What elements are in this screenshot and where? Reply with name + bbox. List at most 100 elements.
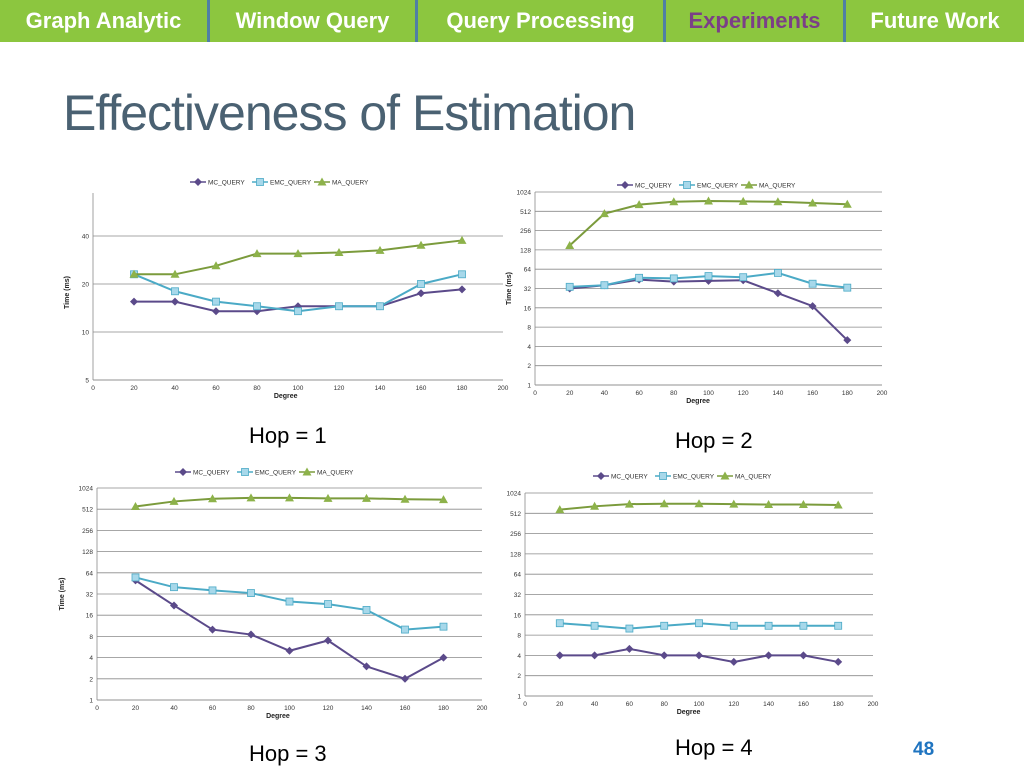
legend-label: MC_QUERY	[193, 470, 230, 477]
legend-label: EMC_QUERY	[697, 183, 739, 190]
y-tick-label: 1	[517, 694, 521, 701]
legend-label: MC_QUERY	[208, 180, 245, 187]
data-point	[439, 622, 448, 631]
legend-marker	[194, 178, 202, 186]
tab-query-processing[interactable]: Query Processing	[418, 0, 666, 42]
y-tick-label: 2	[527, 363, 531, 370]
y-tick-label: 8	[517, 633, 521, 640]
data-point	[131, 501, 140, 510]
x-tick-label: 180	[457, 385, 468, 392]
data-point	[729, 621, 738, 630]
x-tick-label: 200	[498, 385, 509, 392]
legend-marker	[597, 472, 605, 480]
data-point	[208, 625, 217, 634]
data-point	[843, 336, 852, 345]
data-point	[808, 279, 817, 288]
data-point	[324, 636, 332, 645]
data-point	[834, 657, 843, 666]
data-point	[293, 249, 303, 258]
x-tick-label: 120	[728, 701, 739, 708]
data-point	[439, 653, 448, 662]
tab-future-work[interactable]: Future Work	[870, 8, 1000, 33]
x-tick-label: 0	[533, 390, 537, 397]
x-tick-label: 200	[877, 390, 888, 397]
x-tick-label: 200	[868, 701, 879, 708]
y-tick-label: 4	[89, 655, 93, 662]
data-point	[808, 198, 818, 207]
x-axis-title: Degree	[274, 393, 298, 400]
x-tick-label: 60	[635, 390, 643, 397]
data-point	[417, 280, 425, 288]
data-point	[555, 505, 565, 514]
x-tick-label: 140	[375, 385, 386, 392]
legend-marker	[241, 468, 249, 476]
x-tick-label: 60	[626, 701, 634, 708]
data-point	[729, 657, 738, 666]
chart-hop-3: 1 2 4 8 16 32 64 128 256 512 1024 0 20 40 60 80 100 120 14…	[59, 467, 488, 720]
legend-label: MA_QUERY	[332, 180, 369, 187]
x-tick-label: 120	[323, 705, 334, 712]
y-tick-label: 64	[86, 570, 94, 577]
tab-graph-analytic[interactable]: Graph Analytic	[0, 0, 210, 42]
data-point	[738, 196, 748, 205]
legend-marker	[744, 180, 754, 189]
data-point	[285, 493, 294, 502]
chart-hop-4: 1 2 4 8 16 32 64 128 256 512 1024 0 20 40 60 80 100 120 14…	[507, 471, 879, 716]
data-point	[211, 261, 221, 270]
tab-window-query[interactable]: Window Query	[210, 0, 418, 42]
legend-label: EMC_QUERY	[255, 470, 297, 477]
data-point	[834, 621, 843, 630]
y-tick-label: 1	[527, 383, 531, 390]
legend-label: MA_QUERY	[317, 470, 354, 477]
x-tick-label: 80	[670, 390, 678, 397]
y-tick-label: 32	[524, 286, 532, 293]
data-point	[695, 651, 703, 660]
data-point	[247, 589, 255, 597]
data-point	[635, 273, 644, 282]
data-point	[212, 297, 220, 306]
chart-hop-2: 1 2 4 8 16 32 64 128 256 512 1024 0 20 40 60 80 100 120 14…	[506, 180, 888, 405]
data-point	[376, 302, 384, 311]
legend-marker	[683, 181, 691, 189]
y-tick-label: 1	[89, 698, 93, 705]
data-point	[669, 274, 678, 283]
data-point	[773, 269, 782, 277]
legend-marker	[256, 178, 264, 186]
data-point	[335, 302, 343, 311]
data-point	[375, 245, 385, 254]
y-tick-label: 16	[524, 305, 532, 312]
x-axis-title: Degree	[677, 709, 701, 716]
legend-marker	[302, 467, 312, 476]
y-tick-label: 128	[520, 247, 531, 254]
caption-hop-1: Hop = 1	[249, 423, 327, 448]
legend-label: MA_QUERY	[735, 474, 772, 481]
data-point	[625, 644, 634, 653]
y-tick-label: 20	[82, 281, 90, 288]
data-point	[130, 297, 138, 306]
y-tick-label: 2	[517, 673, 521, 680]
x-tick-label: 40	[171, 385, 179, 392]
x-tick-label: 100	[293, 385, 304, 392]
x-tick-label: 160	[798, 701, 809, 708]
x-tick-label: 80	[253, 385, 261, 392]
tab-experiments[interactable]: Experiments	[666, 0, 846, 42]
caption-hop-3: Hop = 3	[249, 741, 327, 766]
legend-marker	[659, 472, 667, 480]
data-point	[660, 651, 669, 660]
x-tick-label: 100	[694, 701, 705, 708]
data-point	[208, 494, 217, 503]
x-tick-label: 160	[400, 705, 411, 712]
y-tick-label: 8	[527, 325, 531, 332]
data-point	[457, 235, 467, 244]
data-point	[401, 625, 409, 634]
legend-marker	[317, 177, 327, 186]
legend-label: MA_QUERY	[759, 183, 796, 190]
x-axis-title: Degree	[686, 398, 710, 405]
data-point	[334, 248, 344, 257]
data-point	[729, 499, 739, 508]
series-line-mc-query	[134, 579, 444, 680]
data-point	[799, 621, 808, 630]
data-point	[773, 289, 782, 298]
data-point	[401, 674, 409, 683]
x-tick-label: 200	[477, 705, 488, 712]
